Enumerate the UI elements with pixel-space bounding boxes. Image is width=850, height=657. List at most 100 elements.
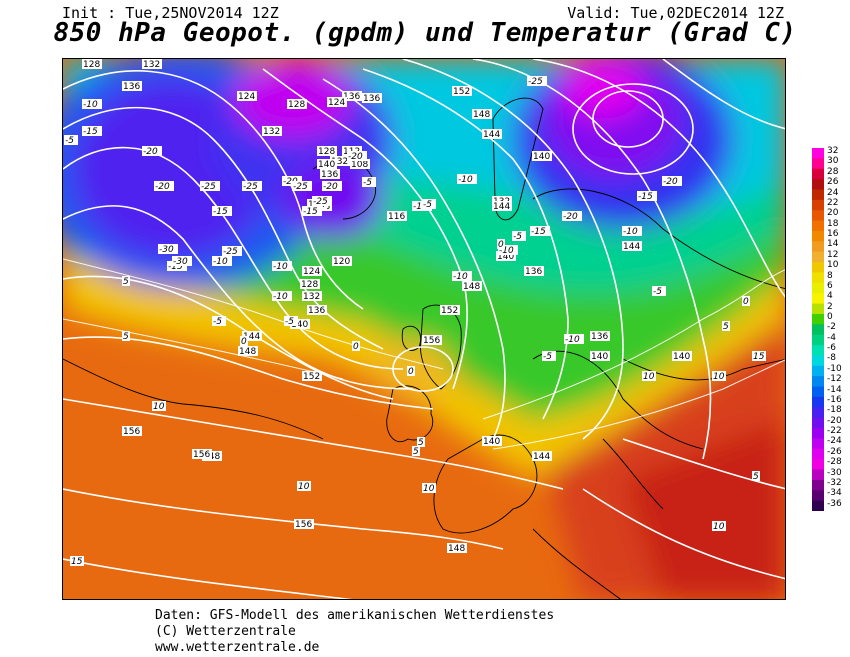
legend-swatch [812, 189, 824, 201]
svg-text:-20: -20 [143, 147, 158, 157]
legend-label: -32 [827, 477, 842, 488]
svg-text:116: 116 [388, 212, 405, 222]
temperature-label: 5 [752, 471, 760, 482]
svg-text:5: 5 [123, 277, 129, 287]
temperature-label: 0 [497, 239, 505, 250]
legend-swatch [812, 158, 824, 170]
geopotential-label: 140 [532, 151, 552, 162]
legend-swatch [812, 365, 824, 377]
svg-text:144: 144 [533, 452, 550, 462]
svg-text:140: 140 [673, 352, 690, 362]
legend-swatch [812, 428, 824, 439]
temperature-label: -5 [362, 177, 376, 188]
temperature-label: -5 [284, 316, 298, 327]
legend-label: 28 [827, 166, 839, 177]
svg-text:128: 128 [301, 280, 318, 290]
temperature-label: -10 [452, 271, 472, 282]
svg-text:136: 136 [525, 267, 542, 277]
svg-text:-5: -5 [513, 232, 522, 242]
temperature-label: -25 [312, 196, 332, 207]
svg-text:-25: -25 [201, 182, 216, 192]
geopotential-label: 132 [262, 126, 282, 137]
geopotential-label: 148 [462, 281, 482, 292]
svg-text:144: 144 [493, 202, 510, 212]
svg-text:148: 148 [473, 110, 490, 120]
temperature-label: -5 [422, 199, 436, 210]
svg-text:0: 0 [241, 337, 247, 347]
temperature-label: -15 [212, 206, 232, 217]
geopotential-label: 124 [302, 266, 322, 277]
svg-text:144: 144 [243, 332, 260, 342]
svg-text:140: 140 [318, 160, 335, 170]
geopotential-label: 144 [482, 129, 502, 140]
legend-swatch [812, 355, 824, 367]
geopotential-label: 136 [590, 331, 610, 342]
svg-text:144: 144 [623, 242, 640, 252]
svg-text:156: 156 [423, 336, 440, 346]
svg-text:-10: -10 [458, 175, 473, 185]
geopotential-label: 136 [362, 93, 382, 104]
geopotential-label: 144 [532, 451, 552, 462]
geopotential-label: 156 [294, 519, 314, 530]
legend-label: -20 [827, 415, 842, 426]
legend-label: -8 [827, 353, 836, 364]
svg-text:-15: -15 [531, 227, 546, 237]
temperature-label: 15 [70, 556, 84, 567]
temperature-label: -15 [637, 191, 657, 202]
legend-swatch [812, 210, 824, 222]
svg-text:136: 136 [343, 92, 360, 102]
svg-text:0: 0 [408, 367, 414, 377]
temperature-label: -5 [64, 135, 78, 146]
svg-text:156: 156 [193, 450, 210, 460]
footer-data-source: Daten: GFS-Modell des amerikanischen Wet… [155, 608, 555, 623]
geopotential-label: 136 [122, 81, 142, 92]
legend-label: -36 [827, 498, 842, 509]
legend-label: -28 [827, 457, 842, 468]
legend-label: 6 [827, 280, 833, 291]
geopotential-label: 152 [440, 305, 460, 316]
svg-text:10: 10 [713, 522, 725, 532]
geopotential-label: 120 [332, 256, 352, 267]
geopotential-label: 128 [300, 279, 320, 290]
geopotential-label: 140 [290, 319, 310, 330]
svg-text:-5: -5 [363, 178, 372, 188]
geopotential-label: 136 [342, 91, 362, 102]
svg-text:-10: -10 [623, 227, 638, 237]
temperature-label: -10 [82, 99, 102, 110]
legend-label: 2 [827, 301, 833, 312]
svg-text:5: 5 [723, 322, 729, 332]
legend-label: -14 [827, 384, 842, 395]
svg-text:5: 5 [413, 447, 419, 457]
temperature-label: 5 [722, 321, 730, 332]
svg-text:-15: -15 [638, 192, 653, 202]
temperature-label: -25 [200, 181, 220, 192]
legend-label: 22 [827, 197, 839, 208]
geopotential-label: 128 [287, 99, 307, 110]
geopotential-label: 148 [238, 346, 258, 357]
temperature-label: -25 [527, 76, 547, 87]
svg-text:-20: -20 [563, 212, 578, 222]
temperature-label: 0 [742, 296, 750, 307]
legend-label: 30 [827, 156, 839, 167]
geopotential-label: 132 [302, 291, 322, 302]
svg-text:15: 15 [753, 352, 765, 362]
legend-swatch [812, 500, 824, 511]
geopotential-label: 108 [350, 159, 370, 170]
legend-label: -24 [827, 436, 842, 447]
svg-text:152: 152 [453, 87, 470, 97]
legend-label: -6 [827, 343, 836, 354]
svg-text:10: 10 [298, 482, 310, 492]
geopotential-label: 140 [672, 351, 692, 362]
svg-text:156: 156 [123, 427, 140, 437]
temperature-label: -25 [242, 181, 262, 192]
temperature-label: -15 [302, 206, 322, 217]
svg-text:-10: -10 [499, 246, 514, 256]
weather-map: 1281321361241281321361521481441401321361… [62, 58, 786, 600]
temperature-label: -5 [212, 316, 226, 327]
temperature-label: -10 [622, 226, 642, 237]
svg-text:-10: -10 [273, 262, 288, 272]
geopotential-label-layer: 1281321361241281321361521481441401321361… [64, 59, 766, 567]
legend-label: 20 [827, 208, 839, 219]
legend-swatch [812, 303, 824, 315]
svg-text:136: 136 [123, 82, 140, 92]
